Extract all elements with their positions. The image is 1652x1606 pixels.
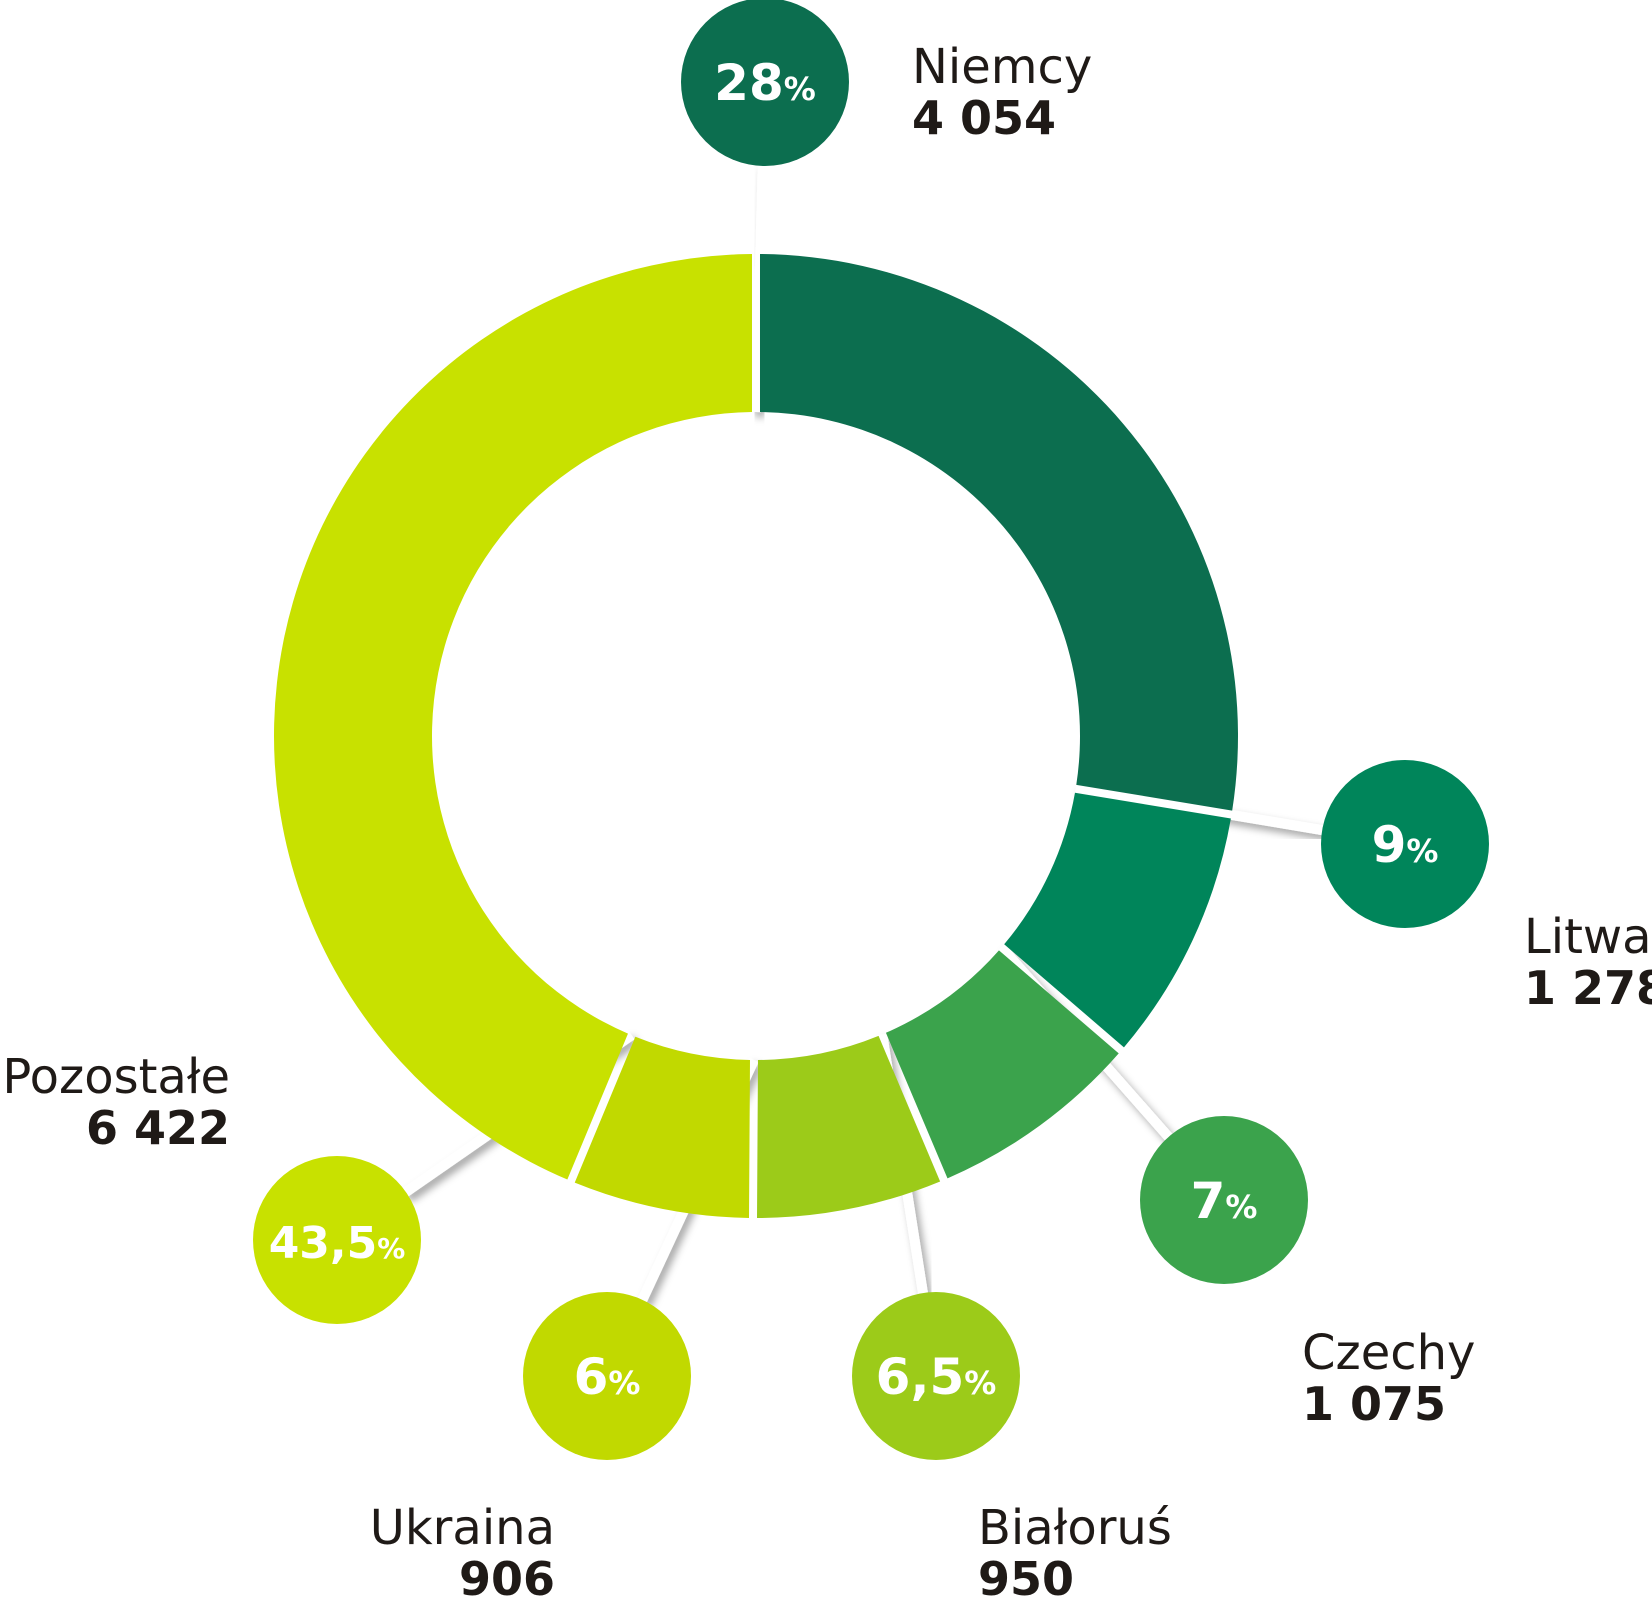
bubble-2	[1140, 1116, 1308, 1284]
label-ukraina: Ukraina 906	[369, 1500, 555, 1606]
connector-0	[751, 163, 768, 413]
label-niemcy-value: 4 054	[912, 90, 1057, 145]
label-pozostale: Pozostałe 6 422	[2, 1049, 230, 1155]
label-litwa-value: 1 278	[1524, 960, 1652, 1015]
bubble-text-4: 6%	[574, 1348, 641, 1406]
label-ukraina-value: 906	[458, 1551, 555, 1606]
bubble-0	[681, 0, 849, 166]
bubble-text-5: 43,5%	[269, 1218, 406, 1269]
label-niemcy-name: Niemcy	[912, 39, 1093, 95]
slice-0	[759, 254, 1238, 811]
bubble-5	[253, 1156, 421, 1324]
label-czechy-value: 1 075	[1302, 1376, 1447, 1431]
slice-2	[885, 950, 1119, 1179]
slice-5	[273, 254, 753, 1180]
label-ukraina-name: Ukraina	[369, 1500, 555, 1556]
slice-4	[574, 1036, 750, 1218]
donut-slices	[273, 254, 1238, 1218]
bubble-text-0: 28%	[714, 54, 816, 112]
label-pozostale-name: Pozostałe	[2, 1049, 230, 1105]
slice-3	[757, 1035, 941, 1218]
label-bialorus-name: Białoruś	[978, 1500, 1172, 1556]
label-bialorus-value: 950	[978, 1551, 1075, 1606]
slice-1	[1004, 792, 1231, 1048]
bubble-4	[523, 1292, 691, 1460]
label-litwa: Litwa 1 278	[1524, 909, 1652, 1015]
bubble-3	[852, 1292, 1020, 1460]
label-czechy-name: Czechy	[1302, 1325, 1476, 1381]
bubble-text-2: 7%	[1191, 1172, 1258, 1230]
bubble-1	[1321, 760, 1489, 928]
bubble-text-1: 9%	[1372, 816, 1439, 874]
label-niemcy: Niemcy 4 054	[912, 39, 1093, 145]
connector-1	[1074, 783, 1325, 836]
label-litwa-name: Litwa	[1524, 909, 1652, 965]
label-pozostale-value: 6 422	[85, 1100, 230, 1155]
bubble-text-3: 6,5%	[876, 1348, 997, 1406]
label-czechy: Czechy 1 075	[1302, 1325, 1476, 1431]
percent-bubbles: 28% 9% 7% 6,5% 6% 43,5%	[253, 0, 1489, 1460]
label-bialorus: Białoruś 950	[978, 1500, 1172, 1606]
